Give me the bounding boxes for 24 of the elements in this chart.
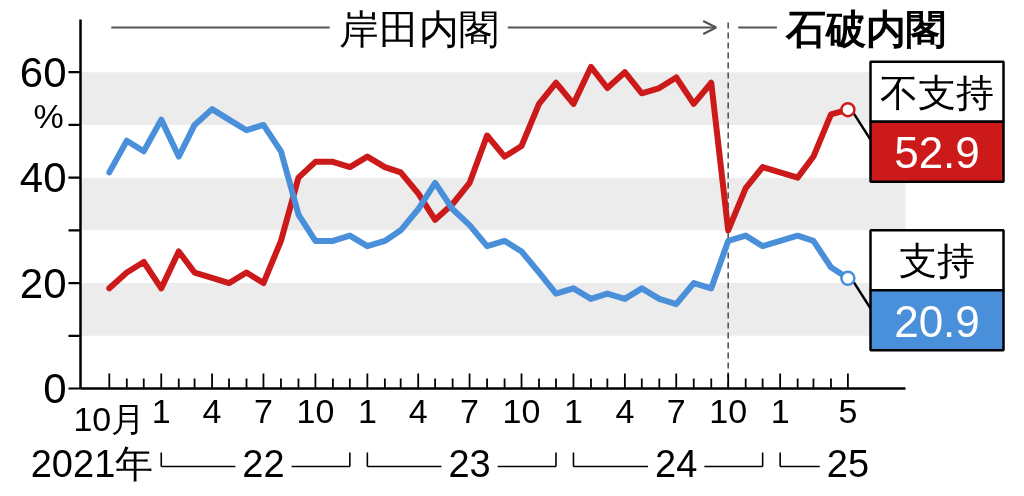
x-tick-label: 7 22 [242, 391, 285, 485]
x-tick-label: 1 [357, 391, 377, 430]
data-label: 20.9 [894, 296, 980, 346]
x-tick-label: 5 25 [826, 391, 870, 485]
x-tick-label: 10 [709, 391, 748, 430]
series-label: 支持 [899, 240, 975, 283]
x-tick-label: 4 [202, 391, 222, 430]
x-tick-label: 4 [615, 391, 635, 430]
x-tick-label: 1 [151, 391, 171, 430]
x-tick-label: 10 [502, 391, 541, 430]
series-label: 不支持 [880, 71, 994, 114]
x-tick-label: 7 24 [655, 391, 698, 485]
x-tick-label: 4 [408, 391, 428, 430]
x-tick-label: 7 23 [448, 391, 491, 485]
y-axis-title: % [33, 96, 64, 135]
data-label: 52.9 [894, 128, 980, 178]
x-tick-label: 1 [564, 391, 583, 430]
y-tick-label: 20 [19, 259, 67, 307]
y-tick-label: 60 [19, 48, 67, 96]
x-tick-label: 1 [770, 391, 790, 430]
annotation: 石破内閣 [784, 6, 946, 51]
annotation: 岸田内閣 [338, 6, 499, 51]
y-tick-label: 40 [19, 154, 67, 202]
x-tick-label: 10 [296, 391, 335, 430]
